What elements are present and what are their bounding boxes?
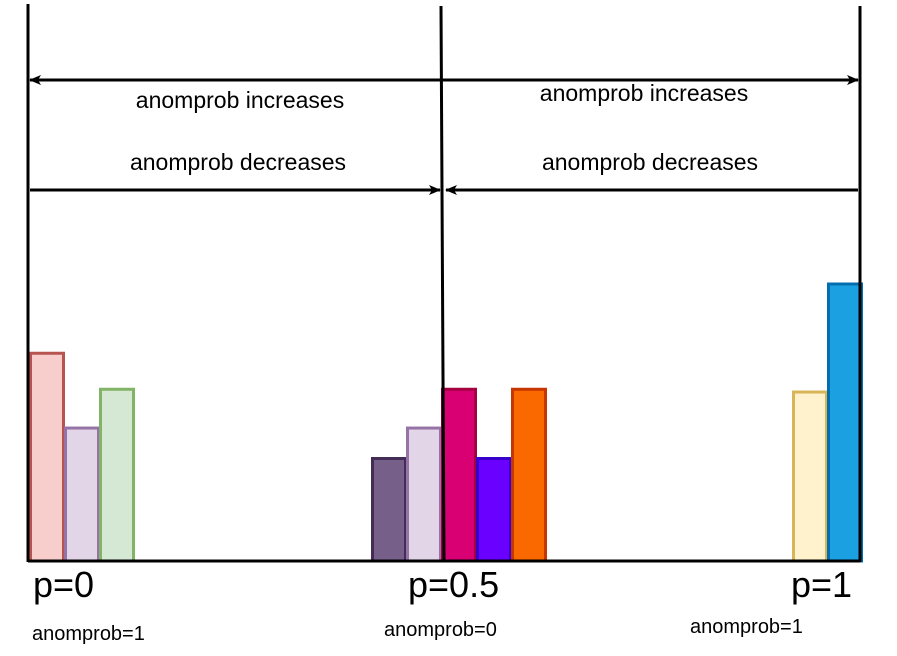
- p-label-0: p=0: [33, 564, 94, 605]
- bars-layer: [29, 282, 863, 563]
- middle-boundary-line: [439, 5, 446, 563]
- anom-label-1: anomprob=1: [690, 616, 803, 638]
- bar-group-0-bar-2: [99, 387, 135, 563]
- bar-group-0-bar-0: [29, 351, 65, 563]
- bar-group-1-bar-2: [441, 387, 477, 563]
- bar-group-2-bar-0: [792, 390, 828, 563]
- increases-label-left: anomprob increases: [136, 87, 344, 113]
- bar-group-0-bar-1: [64, 426, 100, 563]
- anom-label-0: anomprob=1: [32, 623, 145, 645]
- decreases-label-left: anomprob decreases: [130, 149, 346, 175]
- decreases-label-right: anomprob decreases: [542, 149, 758, 175]
- p-label-half: p=0.5: [408, 564, 499, 605]
- bar-group-1-bar-4: [511, 387, 547, 563]
- anom-label-half: anomprob=0: [384, 619, 497, 641]
- bar-group-1-bar-0: [371, 457, 407, 563]
- bar-group-2-bar-1: [827, 282, 863, 563]
- increases-label-right: anomprob increases: [540, 80, 748, 106]
- bar-group-1-bar-3: [476, 457, 512, 563]
- bar-group-1-bar-1: [406, 426, 442, 563]
- p-label-1: p=1: [791, 564, 852, 605]
